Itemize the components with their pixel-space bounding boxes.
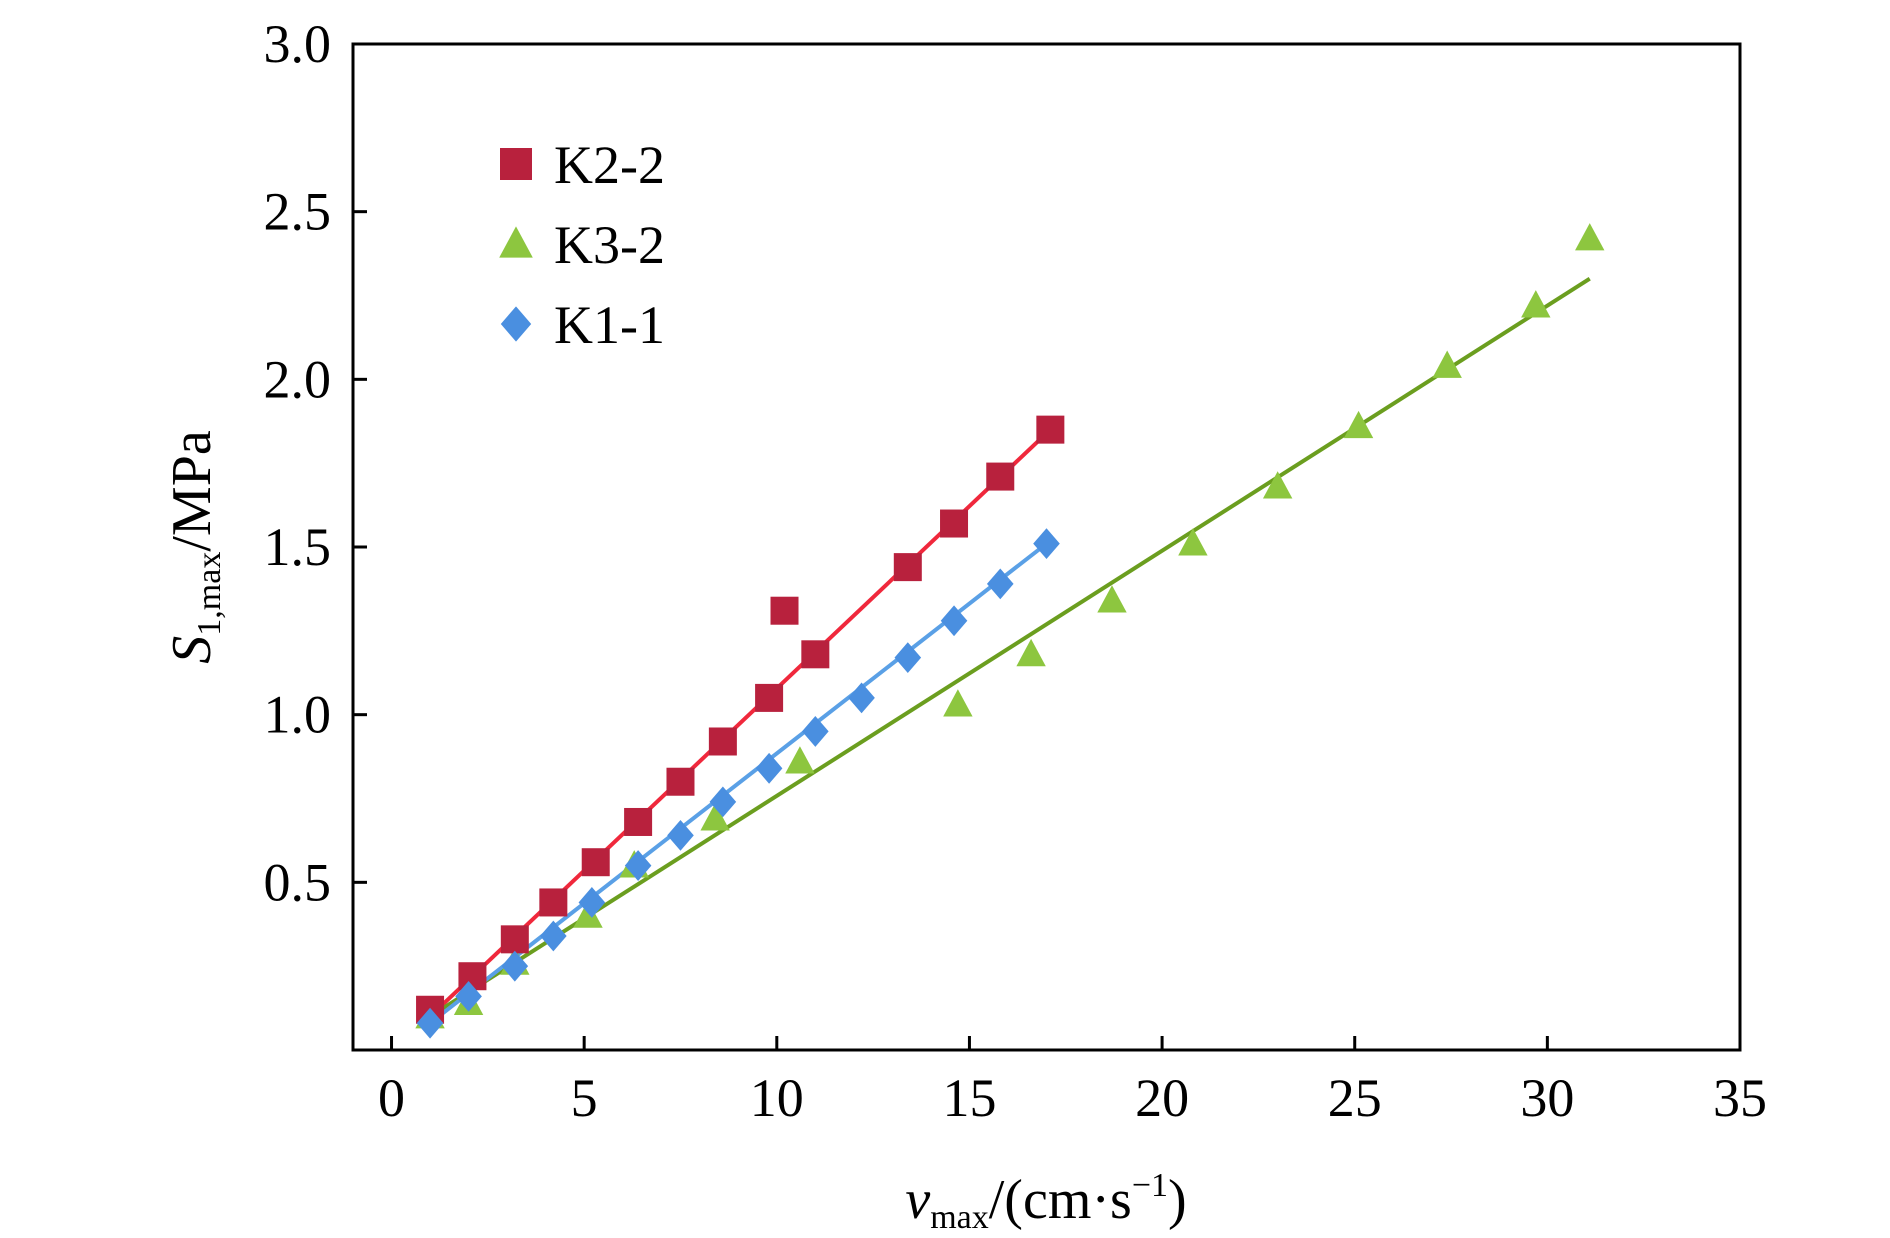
data-point xyxy=(848,682,875,714)
fit-line-k3-2 xyxy=(428,277,1591,1019)
data-point xyxy=(539,888,568,917)
data-point xyxy=(986,568,1014,600)
data-point xyxy=(801,640,830,669)
y-tick-label: 0.5 xyxy=(264,852,332,912)
data-point xyxy=(624,807,653,836)
data-point xyxy=(708,727,737,756)
legend: K2-2 K3-2 K1-1 xyxy=(499,135,665,355)
legend-marker xyxy=(499,226,533,258)
y-tick-label: 3.0 xyxy=(264,14,332,74)
legend-label: K1-1 xyxy=(554,295,665,355)
x-tick-label: 15 xyxy=(942,1068,996,1128)
data-point xyxy=(1262,471,1293,499)
legend-label: K2-2 xyxy=(554,135,665,195)
data-point xyxy=(700,803,730,831)
data-point xyxy=(416,1007,444,1039)
y-tick-label: 2.0 xyxy=(264,349,332,409)
data-point xyxy=(667,819,694,851)
data-point xyxy=(1178,528,1208,556)
x-tick-label: 25 xyxy=(1328,1068,1382,1128)
y-tick-label: 1.5 xyxy=(264,517,332,577)
legend-label: K3-2 xyxy=(554,215,665,275)
data-point xyxy=(666,767,695,796)
data-point xyxy=(1521,290,1551,318)
data-point xyxy=(1016,638,1046,667)
data-point xyxy=(940,605,968,637)
x-axis-title: vmax/(cm·s−1) xyxy=(905,1167,1186,1236)
data-point xyxy=(893,553,922,582)
data-point xyxy=(770,596,799,625)
data-point xyxy=(940,509,969,538)
series-k3-2 xyxy=(415,223,1605,1029)
legend-marker xyxy=(500,148,532,180)
legend-marker xyxy=(500,306,532,342)
x-tick-label: 30 xyxy=(1520,1068,1574,1128)
data-point xyxy=(578,887,606,918)
data-point xyxy=(986,462,1015,491)
data-point xyxy=(1033,528,1060,560)
data-point xyxy=(802,716,829,747)
y-axis-title: S1,max/MPa xyxy=(161,430,228,664)
data-point xyxy=(1575,223,1605,251)
data-point xyxy=(1432,350,1462,378)
y-tick-label: 2.5 xyxy=(264,182,332,242)
data-point xyxy=(500,925,529,954)
data-point xyxy=(581,848,610,877)
series-k1-1 xyxy=(416,528,1060,1039)
data-point xyxy=(573,900,603,928)
data-point xyxy=(455,980,482,1012)
data-point xyxy=(709,786,737,818)
x-tick-label: 20 xyxy=(1135,1068,1189,1128)
data-point xyxy=(624,850,652,881)
data-markers xyxy=(415,223,1605,1039)
x-tick-label: 0 xyxy=(378,1068,405,1128)
data-point xyxy=(540,920,567,952)
data-point xyxy=(755,683,784,712)
x-tick-label: 5 xyxy=(571,1068,598,1128)
data-point xyxy=(943,689,973,717)
data-point xyxy=(894,642,922,674)
data-point xyxy=(1097,585,1127,613)
x-tick-label: 35 xyxy=(1713,1068,1767,1128)
data-point xyxy=(785,746,815,774)
data-point xyxy=(755,752,783,784)
x-axis-ticks: 0 5 10 15 20 25 30 35 xyxy=(378,1036,1767,1128)
fit-lines xyxy=(428,277,1591,1025)
data-point xyxy=(501,950,529,982)
y-axis-ticks: 0.5 1.0 1.5 2.0 2.5 3.0 xyxy=(264,14,367,912)
data-point xyxy=(1343,410,1374,439)
x-tick-label: 10 xyxy=(750,1068,804,1128)
data-point xyxy=(1036,415,1065,444)
y-tick-label: 1.0 xyxy=(264,685,332,745)
